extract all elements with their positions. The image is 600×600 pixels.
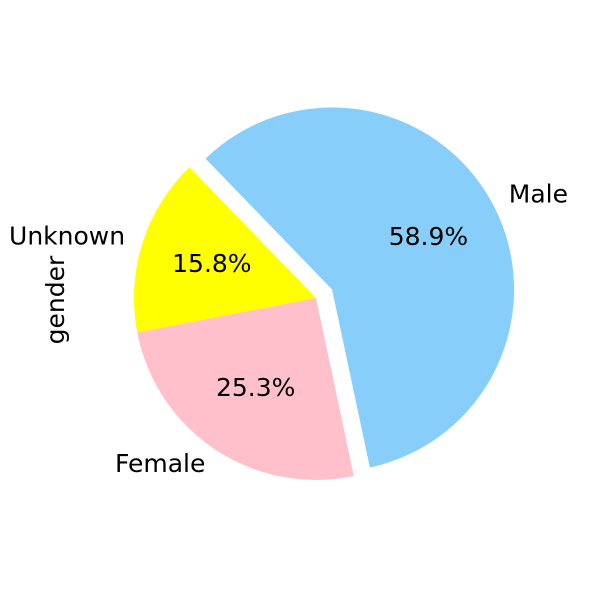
pie-slice-male	[205, 107, 515, 468]
pie-category-label: Unknown	[9, 222, 125, 251]
pie-slices	[133, 107, 515, 480]
y-axis-label: gender	[41, 255, 70, 344]
pie-slice-female	[137, 298, 354, 480]
pie-percent-label: 15.8%	[172, 249, 251, 278]
pie-category-label: Male	[509, 179, 568, 208]
pie-slice-unknown	[133, 167, 316, 333]
pie-percent-label: 25.3%	[216, 373, 295, 402]
pie-category-label: Female	[115, 449, 205, 478]
pie-percent-label: 58.9%	[389, 222, 468, 251]
pie-labels: Male 58.9% Unknown 15.8% Female 25.3%	[9, 179, 568, 477]
